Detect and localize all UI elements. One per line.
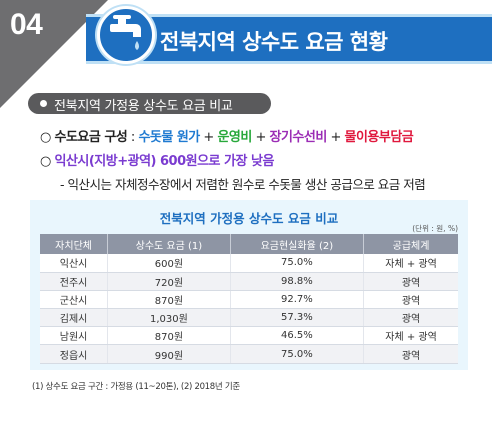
cost-item-repair: 장기수선비 xyxy=(269,130,328,145)
cell-supply: 광역 xyxy=(363,290,458,310)
cell-rate: 870원 xyxy=(107,290,231,310)
cell-supply: 광역 xyxy=(363,344,458,364)
col-header-rate: 상수도 요금 (1) xyxy=(107,234,231,254)
cell-region: 김제시 xyxy=(40,308,109,328)
bullet-lead: 수도요금 구성 xyxy=(54,130,128,145)
cell-region: 정읍시 xyxy=(40,344,109,364)
cost-item-water-charge: 물이용부담금 xyxy=(344,130,414,145)
sub-explanation: - 익산시는 자체정수장에서 저렴한 원수로 수돗물 생산 공급으로 요금 저렴 xyxy=(60,177,426,192)
section-pill: 전북지역 가정용 상수도 요금 비교 xyxy=(28,93,271,114)
table-row: 전주시 720원 98.8% 광역 xyxy=(40,272,458,291)
cell-region: 익산시 xyxy=(40,254,109,273)
table-title: 전북지역 가정용 상수도 요금 비교 xyxy=(159,211,339,226)
section-number: 04 xyxy=(10,8,43,41)
cell-supply: 광역 xyxy=(363,272,458,291)
lowest-rate-text: 익산시(지방+광역) 600원으로 가장 낮음 xyxy=(54,154,274,169)
table-header-row: 자치단체 상수도 요금 (1) 요금현실화율 (2) 공급체계 xyxy=(40,234,458,254)
bullet-dot-icon xyxy=(40,100,47,107)
col-header-ratio: 요금현실화율 (2) xyxy=(230,234,365,254)
cell-ratio: 92.7% xyxy=(230,290,365,310)
table-panel: 전북지역 가정용 상수도 요금 비교 (단위 : 원, %) 자치단체 상수도 … xyxy=(30,200,468,370)
cell-rate: 1,030원 xyxy=(107,308,231,328)
cell-rate: 600원 xyxy=(107,254,231,273)
cell-supply: 광역 xyxy=(363,308,458,328)
page-title: 전북지역 상수도 요금 현황 xyxy=(160,30,388,54)
cell-region: 군산시 xyxy=(40,290,109,310)
cell-ratio: 75.0% xyxy=(230,254,365,273)
bullet-cost-composition: ○ 수도요금 구성 : 수돗물 원가 + 운영비 + 장기수선비 + 물이용부담… xyxy=(40,126,414,145)
table-row: 익산시 600원 75.0% 자체 + 광역 xyxy=(40,254,458,273)
bullet-marker: ○ xyxy=(40,130,51,145)
cell-rate: 720원 xyxy=(107,272,231,291)
cell-supply: 자체 + 광역 xyxy=(363,326,458,346)
table-row: 군산시 870원 92.7% 광역 xyxy=(40,290,458,310)
table-row: 남원시 870원 46.5% 자체 + 광역 xyxy=(40,326,458,346)
footnote: (1) 상수도 요금 구간 : 가정용 (11~20톤), (2) 2018년 … xyxy=(32,382,240,392)
section-label: 전북지역 가정용 상수도 요금 비교 xyxy=(54,99,233,114)
table-row: 정읍시 990원 75.0% 광역 xyxy=(40,344,458,364)
cost-item-production: 수돗물 원가 xyxy=(138,130,200,145)
cell-ratio: 98.8% xyxy=(230,272,365,291)
cell-ratio: 75.0% xyxy=(230,344,365,364)
col-header-supply: 공급체계 xyxy=(363,234,458,254)
table-row: 김제시 1,030원 57.3% 광역 xyxy=(40,308,458,328)
cell-rate: 870원 xyxy=(107,326,231,346)
unit-label: (단위 : 원, %) xyxy=(412,224,458,233)
colon: : xyxy=(127,130,139,145)
title-banner: 전북지역 상수도 요금 현황 xyxy=(86,14,492,64)
cell-ratio: 46.5% xyxy=(230,326,365,346)
bullet-marker: ○ xyxy=(40,154,51,169)
plus-sign: + xyxy=(326,130,345,145)
bullet-lowest-rate: ○ 익산시(지방+광역) 600원으로 가장 낮음 xyxy=(40,150,274,169)
cell-supply: 자체 + 광역 xyxy=(363,254,458,273)
cost-item-operation: 운영비 xyxy=(217,130,252,145)
plus-sign: + xyxy=(199,130,218,145)
plus-sign: + xyxy=(251,130,270,145)
cell-region: 남원시 xyxy=(40,326,109,346)
col-header-region: 자치단체 xyxy=(40,234,109,254)
cell-region: 전주시 xyxy=(40,272,109,291)
water-faucet-icon xyxy=(110,15,141,50)
rate-table: 자치단체 상수도 요금 (1) 요금현실화율 (2) 공급체계 익산시 600원… xyxy=(40,234,458,364)
cell-rate: 990원 xyxy=(107,344,231,364)
cell-ratio: 57.3% xyxy=(230,308,365,328)
faucet-badge xyxy=(97,6,155,64)
